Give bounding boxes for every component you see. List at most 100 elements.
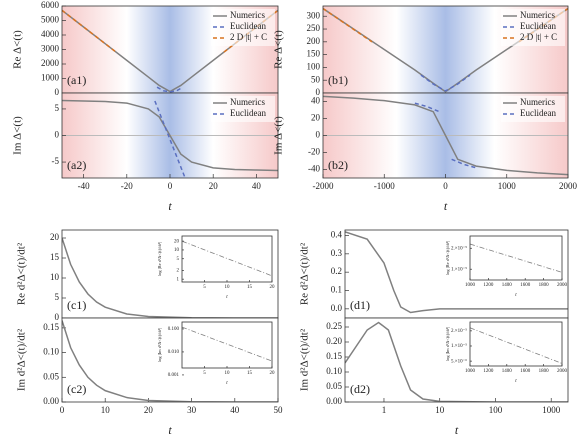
y-tick-label: 0.0 <box>331 303 343 313</box>
x-axis-label: t <box>515 379 517 384</box>
x-tick-label: 10 <box>435 405 445 415</box>
panel: 0.00 0.05 0.10 0.15 0.20 0.25 1 10 100 1000 (d2) Im… <box>299 317 569 437</box>
y-tick-label: 3000 <box>41 44 60 54</box>
x-tick-label: 40 <box>252 181 262 191</box>
y-axis-label: Im d²Δ<(t)/dt² <box>299 328 311 391</box>
y-tick-label: 0.15 <box>326 351 342 361</box>
legend-label: Euclidean <box>520 21 556 31</box>
panel-label: (d2) <box>350 382 370 396</box>
series-line <box>470 243 562 273</box>
y-axis-label: Re Δ<(t) <box>12 30 24 69</box>
x-tick-label: 20 <box>270 285 276 290</box>
x-tick-label: 1000 <box>498 181 517 191</box>
legend-label: Euclidean <box>520 108 556 118</box>
panel: 1 2 5 10 20 5 10 15 20 log |Re d²Δ<(t)/dt²| t <box>157 235 276 300</box>
legend-label: Euclidean <box>230 108 266 118</box>
legend-label: 2 D |t| + C <box>230 32 267 42</box>
legend-label: 2 D |t| + C <box>520 32 557 42</box>
x-tick-label: 1600 <box>520 369 531 374</box>
y-tick-label: 20 <box>174 239 180 244</box>
legend-label: Numerics <box>230 10 265 20</box>
y-tick-label: 0.10 <box>326 366 342 376</box>
y-axis-label: log |Re d²Δ<(t)/dt²| <box>157 242 162 276</box>
y-tick-label: 2 <box>177 269 180 274</box>
x-tick-label: 1000 <box>542 405 561 415</box>
y-tick-label: 5 <box>55 292 60 302</box>
y-tick-label: 0.10 <box>43 347 59 357</box>
series-line <box>323 95 568 176</box>
y-tick-label: 1000 <box>41 73 60 83</box>
y-tick-label: 1 <box>177 277 180 282</box>
y-axis-label: Im d²Δ<(t)/dt² <box>16 328 28 391</box>
x-tick-label: 0 <box>60 405 65 415</box>
legend-label: Euclidean <box>230 21 266 31</box>
x-tick-label: 20 <box>144 405 154 415</box>
x-tick-label: 100 <box>489 405 503 415</box>
x-tick-label: 1000 <box>465 369 476 374</box>
x-tick-label: 15 <box>247 371 253 376</box>
y-tick-label: -40 <box>308 164 320 174</box>
panel: 5.×10⁻⁶ 1.×10⁻⁵ 2.×10⁻⁵ 1000 1200 1400 1600 180… <box>445 321 568 384</box>
x-tick-label: 10 <box>101 405 111 415</box>
x-axis-label: t <box>455 423 459 437</box>
panel-frame <box>344 317 569 403</box>
y-tick-label: 0.20 <box>326 336 342 346</box>
y-tick-label: 0.15 <box>43 322 59 332</box>
y-axis-label: log |Im d²Δ<(t)/dt²| <box>445 327 450 361</box>
panel-frame <box>61 317 279 403</box>
y-tick-label: 5.×10⁻⁶ <box>451 358 467 364</box>
panel-label: (b1) <box>328 73 348 87</box>
y-axis-label: Im Δ<(t) <box>12 116 24 155</box>
panel-label: (b2) <box>328 158 348 172</box>
x-tick-label: 30 <box>187 405 197 415</box>
panel-frame <box>469 321 563 367</box>
x-tick-label: 10 <box>225 285 231 290</box>
y-tick-label: 5 <box>55 103 60 113</box>
series-line <box>420 74 471 92</box>
x-tick-label: 1600 <box>520 283 531 288</box>
y-tick-label: 0 <box>55 312 60 322</box>
x-axis-label: t <box>226 295 228 300</box>
y-tick-label: 5 <box>177 257 180 262</box>
panel-label: (c1) <box>67 298 86 312</box>
x-axis-label: t <box>226 381 228 386</box>
y-tick-label: 0.100 <box>168 327 180 332</box>
legend-label: Numerics <box>230 97 265 107</box>
y-tick-label: 50 <box>311 74 321 84</box>
y-tick-label: 100 <box>307 61 321 71</box>
panel: -5 0 5 -40 -20 0 20 40 (a2) Im Δ<(t) t NumericsEucl… <box>12 92 279 213</box>
panel-label: (a2) <box>67 158 86 172</box>
x-tick-label: 20 <box>270 371 276 376</box>
series-line <box>470 327 562 364</box>
x-tick-label: 2000 <box>557 283 568 288</box>
x-tick-label: 1200 <box>483 283 494 288</box>
series-line <box>182 240 272 277</box>
y-tick-label: 2000 <box>41 58 60 68</box>
panel: 1.×10⁻⁵ 2.×10⁻⁵ 1000 1200 1400 1600 1800 2000 lo… <box>445 235 568 298</box>
y-tick-label: 0.05 <box>43 371 59 381</box>
x-tick-label: 2000 <box>559 181 578 191</box>
series-line <box>182 326 272 362</box>
series-line <box>414 102 477 169</box>
y-tick-label: 5000 <box>41 15 60 25</box>
legend-label: Numerics <box>520 10 555 20</box>
y-tick-label: 1.×10⁻⁵ <box>451 266 467 272</box>
panel-frame <box>181 321 273 369</box>
panel-background <box>182 322 272 368</box>
y-tick-label: 4000 <box>41 29 60 39</box>
x-tick-label: 0 <box>168 181 173 191</box>
panel-label: (c2) <box>67 382 86 396</box>
y-tick-label: 0.00 <box>43 396 59 406</box>
x-axis-label: t <box>168 423 172 437</box>
y-tick-label: 20 <box>50 232 60 242</box>
y-axis-label: log |Re d²Δ<(t)/dt²| <box>445 241 450 275</box>
x-axis-label: t <box>444 199 448 213</box>
x-tick-label: 2000 <box>557 369 568 374</box>
panel-frame <box>61 92 279 179</box>
y-tick-label: 40 <box>311 96 321 106</box>
y-tick-label: 20 <box>311 113 321 123</box>
x-tick-label: -2000 <box>313 181 334 191</box>
y-tick-label: -20 <box>308 147 320 157</box>
x-tick-label: 5 <box>203 285 206 290</box>
x-axis-label: t <box>168 199 172 213</box>
